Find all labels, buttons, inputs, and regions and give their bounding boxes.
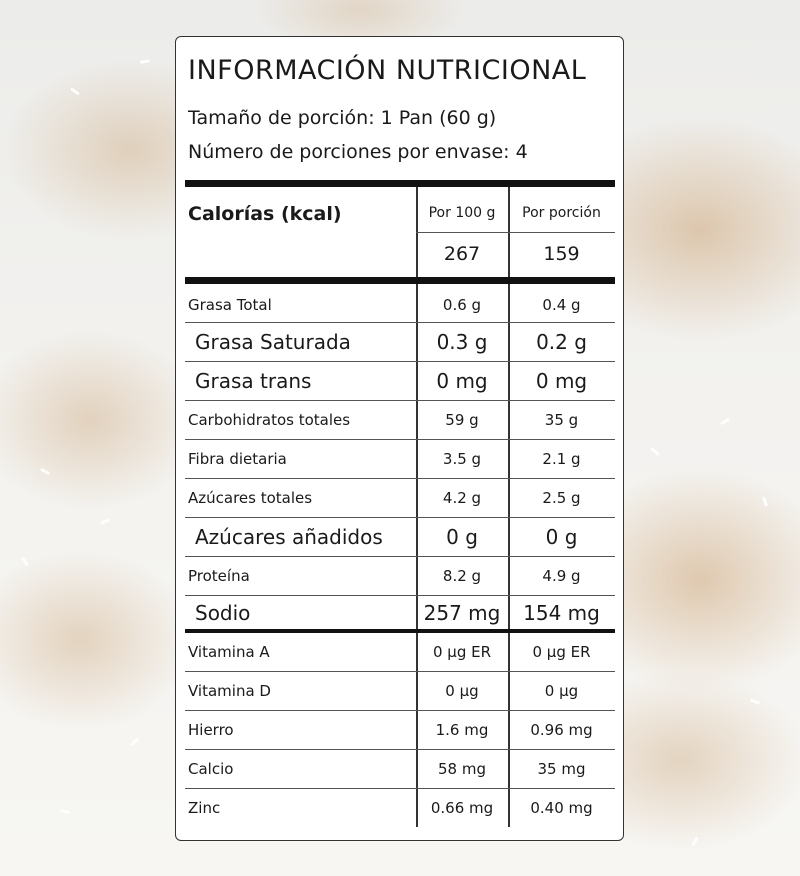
table-row: Grasa trans 0 mg 0 mg [185,362,615,400]
value-per-serving: 2.5 g [542,489,581,507]
calories-per-100g: 267 [443,243,481,265]
rice-grain [21,556,29,567]
value-per-100g: 0 mg [436,369,488,393]
table-row: Calcio 58 mg 35 mg [185,750,615,788]
table-row: Azúcares totales 4.2 g 2.5 g [185,479,615,517]
rice-grain [99,518,111,525]
table-row: Sodio 257 mg 154 mg [185,596,615,629]
divider-thin [416,232,615,233]
rice-grain [130,736,140,747]
divider-thin [185,710,615,711]
value-per-100g: 0 µg [445,682,479,700]
table-row: Grasa Total 0.6 g 0.4 g [185,287,615,322]
table-row: Grasa Saturada 0.3 g 0.2 g [185,323,615,361]
value-per-100g: 4.2 g [442,489,482,507]
value-per-100g: 0 µg ER [432,643,492,661]
value-per-serving: 0.4 g [542,295,581,314]
divider-thick [185,629,615,633]
value-per-100g: 0 g [446,525,478,549]
value-per-serving: 0.2 g [536,330,587,354]
rice-grain [761,496,769,507]
column-divider [416,187,418,827]
table-row: Proteína 8.2 g 4.9 g [185,557,615,595]
divider-thin [185,595,615,596]
divider-thin [185,439,615,440]
rice-grain [39,467,51,476]
value-per-serving: 0 mg [535,369,588,393]
rice-grain [650,447,660,456]
value-per-100g: 1.6 mg [435,721,489,739]
divider-thick [185,277,615,284]
value-per-100g: 58 mg [438,760,486,778]
nutrient-name: Proteína [188,567,250,585]
nutrient-name: Calcio [188,760,234,778]
value-per-serving: 4.9 g [542,567,581,585]
nutrient-name: Fibra dietaria [188,450,287,468]
nutrient-name: Azúcares totales [188,489,313,507]
divider-thin [185,671,615,672]
calories-label: Calorías (kcal) [188,203,342,225]
value-per-100g: 0.66 mg [430,799,494,817]
table-row: Azúcares añadidos 0 g 0 g [185,518,615,556]
value-per-serving: 154 mg [523,600,600,625]
value-per-100g: 0.3 g [436,330,488,354]
value-per-serving: 0 g [545,525,578,549]
rice-grain [719,417,731,426]
value-per-100g: 59 g [445,411,479,429]
nutrient-name: Zinc [188,799,221,817]
rice-grain [59,808,71,815]
calories-per-serving: 159 [543,243,580,265]
value-per-serving: 0 µg ER [532,643,591,661]
serving-size: Tamaño de porción: 1 Pan (60 g) [188,107,497,129]
value-per-serving: 0 µg [544,682,579,700]
value-per-100g: 3.5 g [442,450,482,468]
nutrient-name: Carbohidratos totales [188,411,351,429]
nutrient-name: Vitamina D [188,682,271,700]
label-title: INFORMACIÓN NUTRICIONAL [188,55,587,86]
divider-thin [185,361,615,362]
divider-thin [185,788,615,789]
value-per-100g: 8.2 g [442,567,482,585]
column-divider [508,187,510,827]
divider-thin [185,556,615,557]
table-row: Zinc 0.66 mg 0.40 mg [185,789,615,827]
nutrient-name: Azúcares añadidos [195,525,383,549]
value-per-100g: 0.6 g [442,295,482,314]
table-row: Hierro 1.6 mg 0.96 mg [185,711,615,749]
nutrient-name: Grasa Total [188,295,272,314]
rice-grain [139,59,151,64]
divider-thin [185,478,615,479]
nutrient-name: Sodio [195,600,251,625]
divider-thick [185,180,615,187]
divider-thin [185,400,615,401]
divider-thin [185,322,615,323]
nutrient-name: Grasa Saturada [195,330,351,354]
rice-grain [70,87,80,96]
table-row: Fibra dietaria 3.5 g 2.1 g [185,440,615,478]
value-per-100g: 257 mg [423,600,501,625]
value-per-serving: 35 g [544,411,579,429]
value-per-serving: 0.40 mg [530,799,593,817]
value-per-serving: 35 mg [537,760,586,778]
rice-grain [749,698,761,705]
divider-thin [185,749,615,750]
divider-thin [185,517,615,518]
column-header-per-100g: Por 100 g [428,205,496,221]
table-row: Carbohidratos totales 59 g 35 g [185,401,615,439]
table-row: Vitamina A 0 µg ER 0 µg ER [185,633,615,671]
nutrient-name: Hierro [188,721,234,739]
servings-per-container: Número de porciones por envase: 4 [188,141,528,163]
column-header-per-serving: Por porción [522,205,601,221]
value-per-serving: 2.1 g [542,450,581,468]
nutrition-facts-panel: INFORMACIÓN NUTRICIONAL Tamaño de porció… [175,36,624,841]
nutrient-name: Vitamina A [188,643,270,661]
table-row: Vitamina D 0 µg 0 µg [185,672,615,710]
nutrient-name: Grasa trans [195,369,312,393]
value-per-serving: 0.96 mg [530,721,593,739]
rice-grain [691,836,699,847]
